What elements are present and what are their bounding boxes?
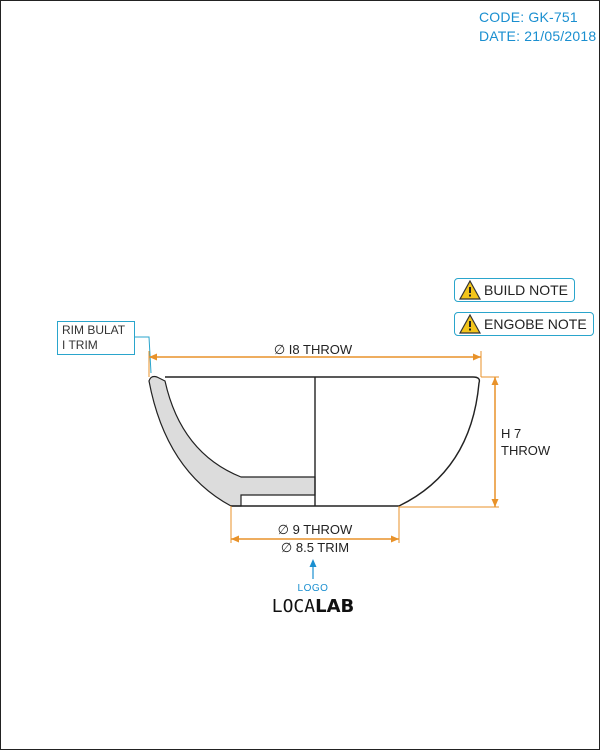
build-note-button[interactable]: BUILD NOTE: [454, 278, 576, 302]
rim-callout-line2: I TRIM: [62, 338, 98, 352]
rim-callout-leader: [135, 336, 152, 374]
drawing-date: DATE: 21/05/2018: [479, 28, 597, 44]
warning-triangle-icon: [459, 314, 481, 334]
brand-logo-bold: LAB: [315, 596, 354, 617]
product-code: CODE: GK-751: [479, 9, 578, 25]
warning-triangle-icon: [459, 280, 481, 300]
engobe-note-label: ENGOBE NOTE: [484, 316, 587, 332]
brand-logo: LOCALAB: [272, 596, 354, 617]
rim-callout-line1: RIM BULAT: [62, 323, 126, 337]
arrow-left-icon: [231, 535, 239, 543]
arrow-down-icon: [491, 499, 499, 507]
arrow-right-icon: [391, 535, 399, 543]
height-label-line2: THROW: [501, 443, 551, 458]
arrow-up-icon: [491, 377, 499, 385]
top-diameter-label: ∅ I8 THROW: [274, 342, 353, 357]
foot-trim-label: ∅ 8.5 TRIM: [281, 540, 349, 555]
logo-caption: LOGO: [298, 583, 329, 594]
brand-logo-light: LOCA: [272, 596, 316, 617]
bowl-section-wall: [148, 375, 316, 507]
foot-throw-label: ∅ 9 THROW: [278, 522, 353, 537]
arrow-left-icon: [149, 353, 157, 361]
bowl-outline-right: [315, 376, 481, 507]
rim-callout-box: RIM BULAT I TRIM: [57, 321, 135, 355]
build-note-label: BUILD NOTE: [484, 282, 569, 298]
engobe-note-button[interactable]: ENGOBE NOTE: [454, 312, 594, 336]
height-label-line1: H 7: [501, 426, 521, 441]
arrow-up-icon: [309, 559, 317, 567]
arrow-right-icon: [473, 353, 481, 361]
